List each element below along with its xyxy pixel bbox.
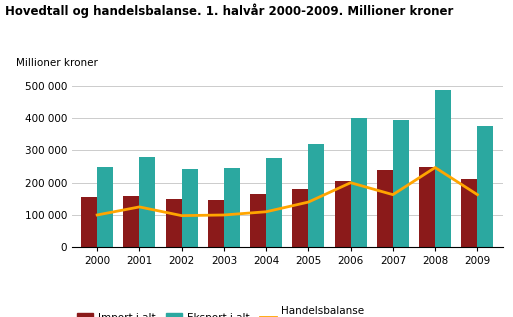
Bar [292, 189, 308, 247]
Bar [435, 90, 451, 247]
Text: Hovedtall og handelsbalanse. 1. halvår 2000-2009. Millioner kroner: Hovedtall og handelsbalanse. 1. halvår 2… [5, 3, 453, 18]
Bar [97, 166, 113, 247]
Bar [334, 181, 351, 247]
Bar [182, 169, 198, 247]
Bar [123, 196, 140, 247]
Bar [224, 168, 240, 247]
Bar [250, 194, 266, 247]
Bar [81, 197, 97, 247]
Legend: Import i alt, Eksport i alt, Handelsbalanse
(Total eksport - total import): Import i alt, Eksport i alt, Handelsbala… [73, 302, 432, 317]
Bar [461, 178, 478, 247]
Bar [166, 199, 182, 247]
Bar [393, 120, 409, 247]
Bar [208, 200, 224, 247]
Bar [266, 158, 282, 247]
Bar [377, 171, 393, 247]
Bar [308, 144, 324, 247]
Bar [419, 166, 435, 247]
Bar [478, 126, 494, 247]
Bar [140, 157, 155, 247]
Bar [351, 118, 367, 247]
Text: Millioner kroner: Millioner kroner [16, 58, 97, 68]
